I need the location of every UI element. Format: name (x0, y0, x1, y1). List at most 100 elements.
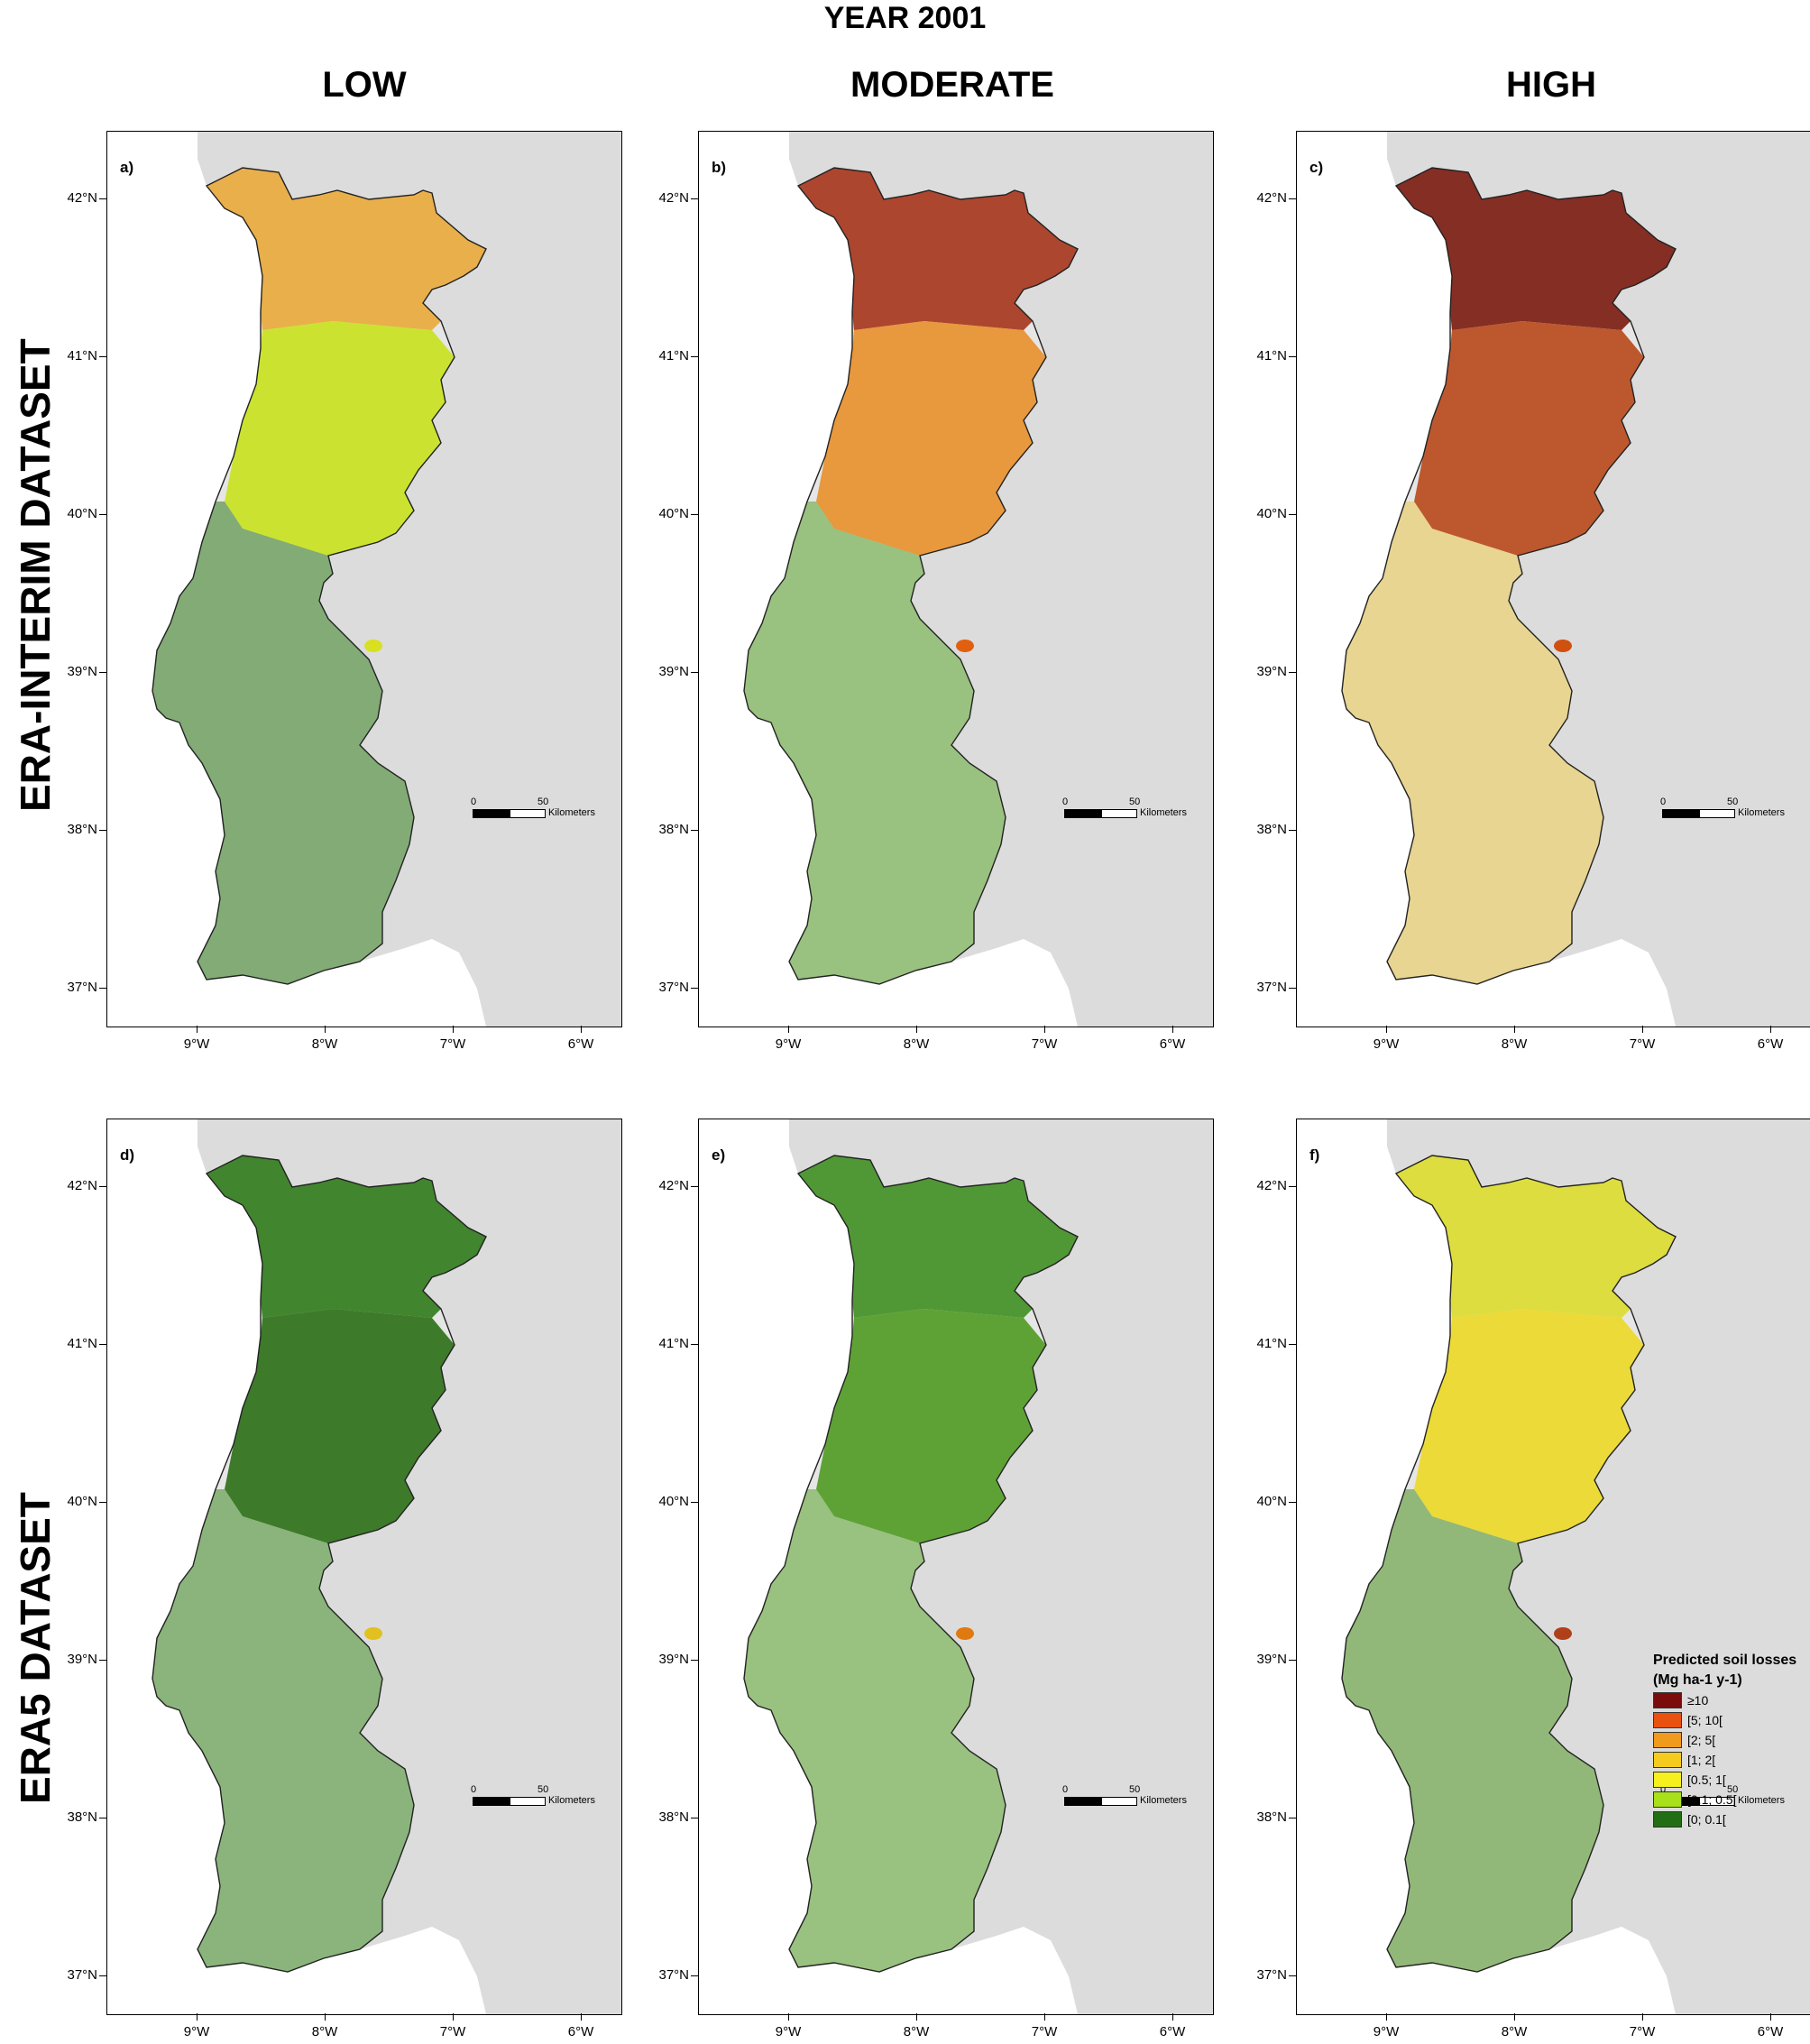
legend-swatch (1653, 1712, 1682, 1728)
scale-bar-white (1101, 809, 1137, 818)
longitude-tick-label: 9°W (183, 1036, 210, 1052)
spain-landmass (1387, 1119, 1810, 2014)
legend-swatch (1653, 1811, 1682, 1828)
latitude-tick-label: 38°N (67, 1809, 97, 1825)
latitude-tick-label: 38°N (658, 1809, 689, 1825)
longitude-tick-label: 9°W (1373, 2024, 1400, 2039)
legend-swatch (1653, 1692, 1682, 1708)
latitude-tick-label: 40°N (1256, 506, 1287, 521)
longitude-tick-label: 8°W (311, 2024, 338, 2039)
latitude-tick (99, 1502, 106, 1503)
latitude-tick-label: 42°N (1256, 1178, 1287, 1193)
scale-bar-black (1662, 809, 1700, 818)
longitude-tick-label: 7°W (1629, 2024, 1656, 2039)
scale-value: 50 (1727, 1784, 1739, 1795)
longitude-tick (1044, 2013, 1045, 2021)
latitude-tick (691, 1186, 698, 1187)
scale-bar-white (1101, 1797, 1137, 1806)
latitude-tick-label: 41°N (67, 1336, 97, 1351)
spain-landmass (1387, 132, 1810, 1027)
latitude-tick-label: 40°N (67, 506, 97, 521)
latitude-tick (691, 1344, 698, 1345)
panel-label: f) (1309, 1146, 1320, 1164)
panel-label: d) (120, 1146, 135, 1164)
latitude-tick-label: 38°N (1256, 1809, 1287, 1825)
longitude-tick (916, 1026, 917, 1033)
longitude-tick (1172, 1026, 1173, 1033)
spain-landmass (789, 132, 1213, 1027)
longitude-tick (1386, 1026, 1387, 1033)
longitude-tick-label: 8°W (311, 1036, 338, 1052)
latitude-tick (691, 1660, 698, 1661)
latitude-tick (99, 514, 106, 515)
longitude-tick (325, 1026, 326, 1033)
latitude-tick-label: 37°N (67, 1967, 97, 1983)
longitude-tick (788, 2013, 789, 2021)
portugal-map (699, 1119, 1213, 2014)
longitude-tick-label: 9°W (183, 2024, 210, 2039)
latitude-tick (99, 1344, 106, 1345)
scale-zero: 0 (471, 1784, 477, 1795)
latitude-tick-label: 39°N (67, 664, 97, 679)
figure-title: YEAR 2001 (823, 1, 987, 35)
longitude-tick-label: 7°W (1031, 2024, 1058, 2039)
latitude-tick-label: 42°N (67, 190, 97, 206)
longitude-tick-label: 6°W (1159, 2024, 1186, 2039)
scale-bar: 0 50 Kilometers (1062, 796, 1208, 824)
longitude-tick (1770, 1026, 1771, 1033)
scale-unit: Kilometers (1738, 807, 1785, 818)
longitude-tick-label: 6°W (1159, 1036, 1186, 1052)
legend-item: [2; 5[ (1653, 1730, 1796, 1750)
legend-swatch (1653, 1752, 1682, 1768)
latitude-tick-label: 37°N (658, 1967, 689, 1983)
latitude-tick (99, 988, 106, 989)
centre-region-fill (1414, 1309, 1644, 1543)
portugal-map (107, 1119, 621, 2014)
portugal-coastline (152, 167, 487, 985)
longitude-tick (325, 2013, 326, 2021)
centre-region-fill (816, 321, 1046, 556)
hotspot (364, 640, 382, 652)
latitude-tick-label: 41°N (658, 1336, 689, 1351)
longitude-tick-label: 9°W (775, 2024, 802, 2039)
latitude-tick (99, 1660, 106, 1661)
hotspot (1554, 640, 1572, 652)
legend-label: [2; 5[ (1687, 1733, 1716, 1747)
portugal-coastline (1341, 167, 1677, 985)
longitude-tick-label: 7°W (439, 1036, 466, 1052)
longitude-tick (1770, 2013, 1771, 2021)
north-region-fill (1396, 168, 1676, 330)
latitude-tick (99, 198, 106, 199)
north-region-fill (798, 168, 1078, 330)
latitude-tick-label: 41°N (67, 348, 97, 364)
longitude-tick (581, 1026, 582, 1033)
scale-value: 50 (1727, 796, 1739, 807)
scale-bar: 0 50 Kilometers (1062, 1784, 1208, 1811)
legend-label: [0.5; 1[ (1687, 1772, 1726, 1787)
latitude-tick-label: 41°N (1256, 1336, 1287, 1351)
column-header-moderate: MODERATE (850, 65, 1054, 105)
portugal-coastline (743, 167, 1079, 985)
scale-unit: Kilometers (548, 1795, 595, 1806)
north-region-fill (798, 1156, 1078, 1318)
map-frame: d) 0 50 Kilometers (106, 1119, 622, 2015)
legend-label: [5; 10[ (1687, 1713, 1723, 1727)
latitude-tick (99, 830, 106, 831)
centre-region-fill (225, 321, 455, 556)
scale-bar-white (1699, 809, 1735, 818)
portugal-coastline (152, 1155, 487, 1973)
longitude-tick-label: 9°W (1373, 1036, 1400, 1052)
latitude-tick (691, 1975, 698, 1976)
latitude-tick (1289, 1660, 1296, 1661)
legend-item: [0; 0.1[ (1653, 1809, 1796, 1829)
portugal-map (1297, 132, 1810, 1027)
longitude-tick (453, 2013, 454, 2021)
scale-value: 50 (537, 796, 549, 807)
longitude-tick-label: 6°W (567, 2024, 594, 2039)
legend: Predicted soil losses (Mg ha-1 y-1) ≥10 [… (1653, 1651, 1796, 1829)
longitude-tick-label: 7°W (439, 2024, 466, 2039)
scale-bar-white (510, 809, 546, 818)
scale-unit: Kilometers (1738, 1795, 1785, 1806)
latitude-tick-label: 37°N (1256, 1967, 1287, 1983)
map-frame: a) 0 50 Kilometers (106, 131, 622, 1027)
